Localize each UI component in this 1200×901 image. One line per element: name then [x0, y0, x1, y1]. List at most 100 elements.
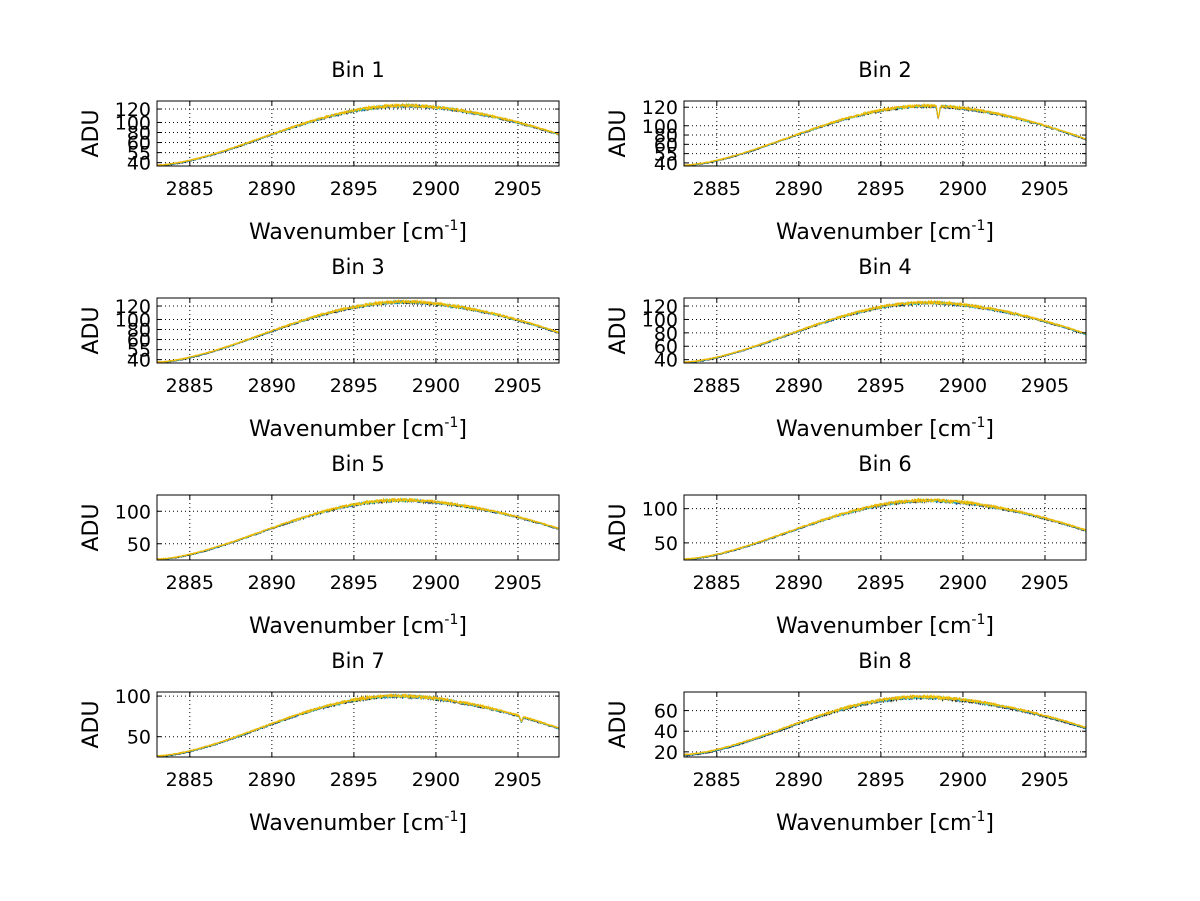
- series-group: [684, 497, 1086, 560]
- y-tick-label: 80: [654, 125, 678, 147]
- subplot-title: Bin 2: [858, 58, 912, 82]
- plot-area: [684, 101, 1086, 166]
- x-tick-label: 2895: [857, 375, 905, 397]
- series-group: [157, 298, 559, 363]
- x-axis-label: Wavenumber [cm-1]: [776, 218, 994, 245]
- x-tick-label: 2890: [248, 375, 296, 397]
- y-tick-label: 100: [642, 499, 678, 521]
- y-tick-label: 100: [642, 116, 678, 138]
- plot-area: [157, 298, 559, 363]
- axes-frame: [683, 494, 1087, 561]
- y-axis-label: ADU: [79, 700, 104, 748]
- x-tick-label: 2905: [1021, 769, 1069, 791]
- subplot-bin-7: 2885 2890 2895 2900 2905 50 100 Bin 7 Wavenumber…: [79, 649, 560, 836]
- axes-frame: [156, 297, 560, 364]
- y-tick-label: 100: [115, 309, 151, 331]
- y-tick-label: 55: [127, 143, 151, 165]
- plot-area: [157, 495, 559, 560]
- y-axis-label: ADU: [79, 109, 104, 157]
- x-axis-label: Wavenumber [cm-1]: [249, 612, 467, 639]
- x-tick-label: 2905: [1021, 375, 1069, 397]
- y-tick-label: 120: [642, 296, 678, 318]
- y-tick-label: 60: [127, 330, 151, 352]
- y-tick-label: 40: [654, 721, 678, 743]
- series-group: [684, 102, 1086, 166]
- x-tick-label: 2890: [775, 769, 823, 791]
- series-line-5: [684, 497, 1086, 560]
- y-tick-label: 60: [654, 336, 678, 358]
- y-tick-label: 60: [654, 701, 678, 723]
- y-tick-label: 60: [127, 133, 151, 155]
- x-tick-label: 2900: [412, 769, 460, 791]
- x-tick-label: 2895: [330, 375, 378, 397]
- x-tick-label: 2905: [494, 178, 542, 200]
- y-tick-label: 100: [642, 309, 678, 331]
- axes-frame: [683, 691, 1087, 758]
- y-tick-label: 55: [127, 340, 151, 362]
- subplot-title: Bin 7: [331, 649, 385, 673]
- axes-frame: [156, 494, 560, 561]
- x-tick-label: 2900: [412, 375, 460, 397]
- x-tick-label: 2885: [166, 572, 214, 594]
- y-axis-label: ADU: [79, 503, 104, 551]
- series-group: [684, 693, 1086, 757]
- x-tick-label: 2895: [330, 178, 378, 200]
- subplot-title: Bin 4: [858, 255, 912, 279]
- x-axis-label: Wavenumber [cm-1]: [776, 415, 994, 442]
- subplot-title: Bin 5: [331, 452, 385, 476]
- series-group: [157, 692, 559, 757]
- series-line-5: [157, 692, 559, 757]
- subplot-bin-5: 2885 2890 2895 2900 2905 50 100 Bin 5 Wavenumber…: [79, 452, 560, 639]
- subplot-title: Bin 1: [331, 58, 385, 82]
- y-axis-label: ADU: [79, 306, 104, 354]
- plot-area: [157, 101, 559, 166]
- x-tick-label: 2895: [857, 178, 905, 200]
- y-tick-label: 50: [127, 534, 151, 556]
- y-axis-label: ADU: [606, 306, 631, 354]
- axes-frame: [683, 297, 1087, 364]
- series-line-5: [157, 497, 559, 560]
- y-tick-label: 120: [115, 296, 151, 318]
- subplot-bin-6: 2885 2890 2895 2900 2905 50 100 Bin 6 Wavenumber…: [606, 452, 1087, 639]
- x-axis-label: Wavenumber [cm-1]: [249, 415, 467, 442]
- x-tick-label: 2885: [693, 178, 741, 200]
- y-tick-label: 60: [654, 134, 678, 156]
- subplot-title: Bin 8: [858, 649, 912, 673]
- y-tick-label: 100: [115, 686, 151, 708]
- x-tick-label: 2885: [693, 375, 741, 397]
- x-tick-label: 2900: [412, 572, 460, 594]
- x-tick-label: 2895: [330, 572, 378, 594]
- x-tick-label: 2890: [775, 178, 823, 200]
- x-tick-label: 2890: [775, 572, 823, 594]
- y-axis-label: ADU: [606, 700, 631, 748]
- y-tick-label: 40: [127, 350, 151, 372]
- y-tick-label: 80: [127, 319, 151, 341]
- y-tick-label: 55: [654, 144, 678, 166]
- series-line-5: [684, 102, 1086, 166]
- y-axis-label: ADU: [606, 503, 631, 551]
- x-tick-label: 2900: [939, 375, 987, 397]
- x-tick-label: 2885: [166, 178, 214, 200]
- series-group: [157, 497, 559, 560]
- y-tick-label: 40: [654, 153, 678, 175]
- x-tick-label: 2885: [166, 375, 214, 397]
- series-group: [157, 102, 559, 166]
- x-tick-label: 2890: [248, 178, 296, 200]
- y-tick-label: 50: [127, 727, 151, 749]
- y-axis-label: ADU: [606, 109, 631, 157]
- y-tick-label: 20: [654, 742, 678, 764]
- x-tick-label: 2905: [494, 375, 542, 397]
- x-tick-label: 2885: [693, 572, 741, 594]
- y-tick-label: 80: [127, 122, 151, 144]
- axes-frame: [683, 100, 1087, 167]
- y-tick-label: 80: [654, 323, 678, 345]
- grid: [684, 101, 1086, 166]
- x-tick-label: 2905: [494, 769, 542, 791]
- y-tick-label: 120: [642, 97, 678, 119]
